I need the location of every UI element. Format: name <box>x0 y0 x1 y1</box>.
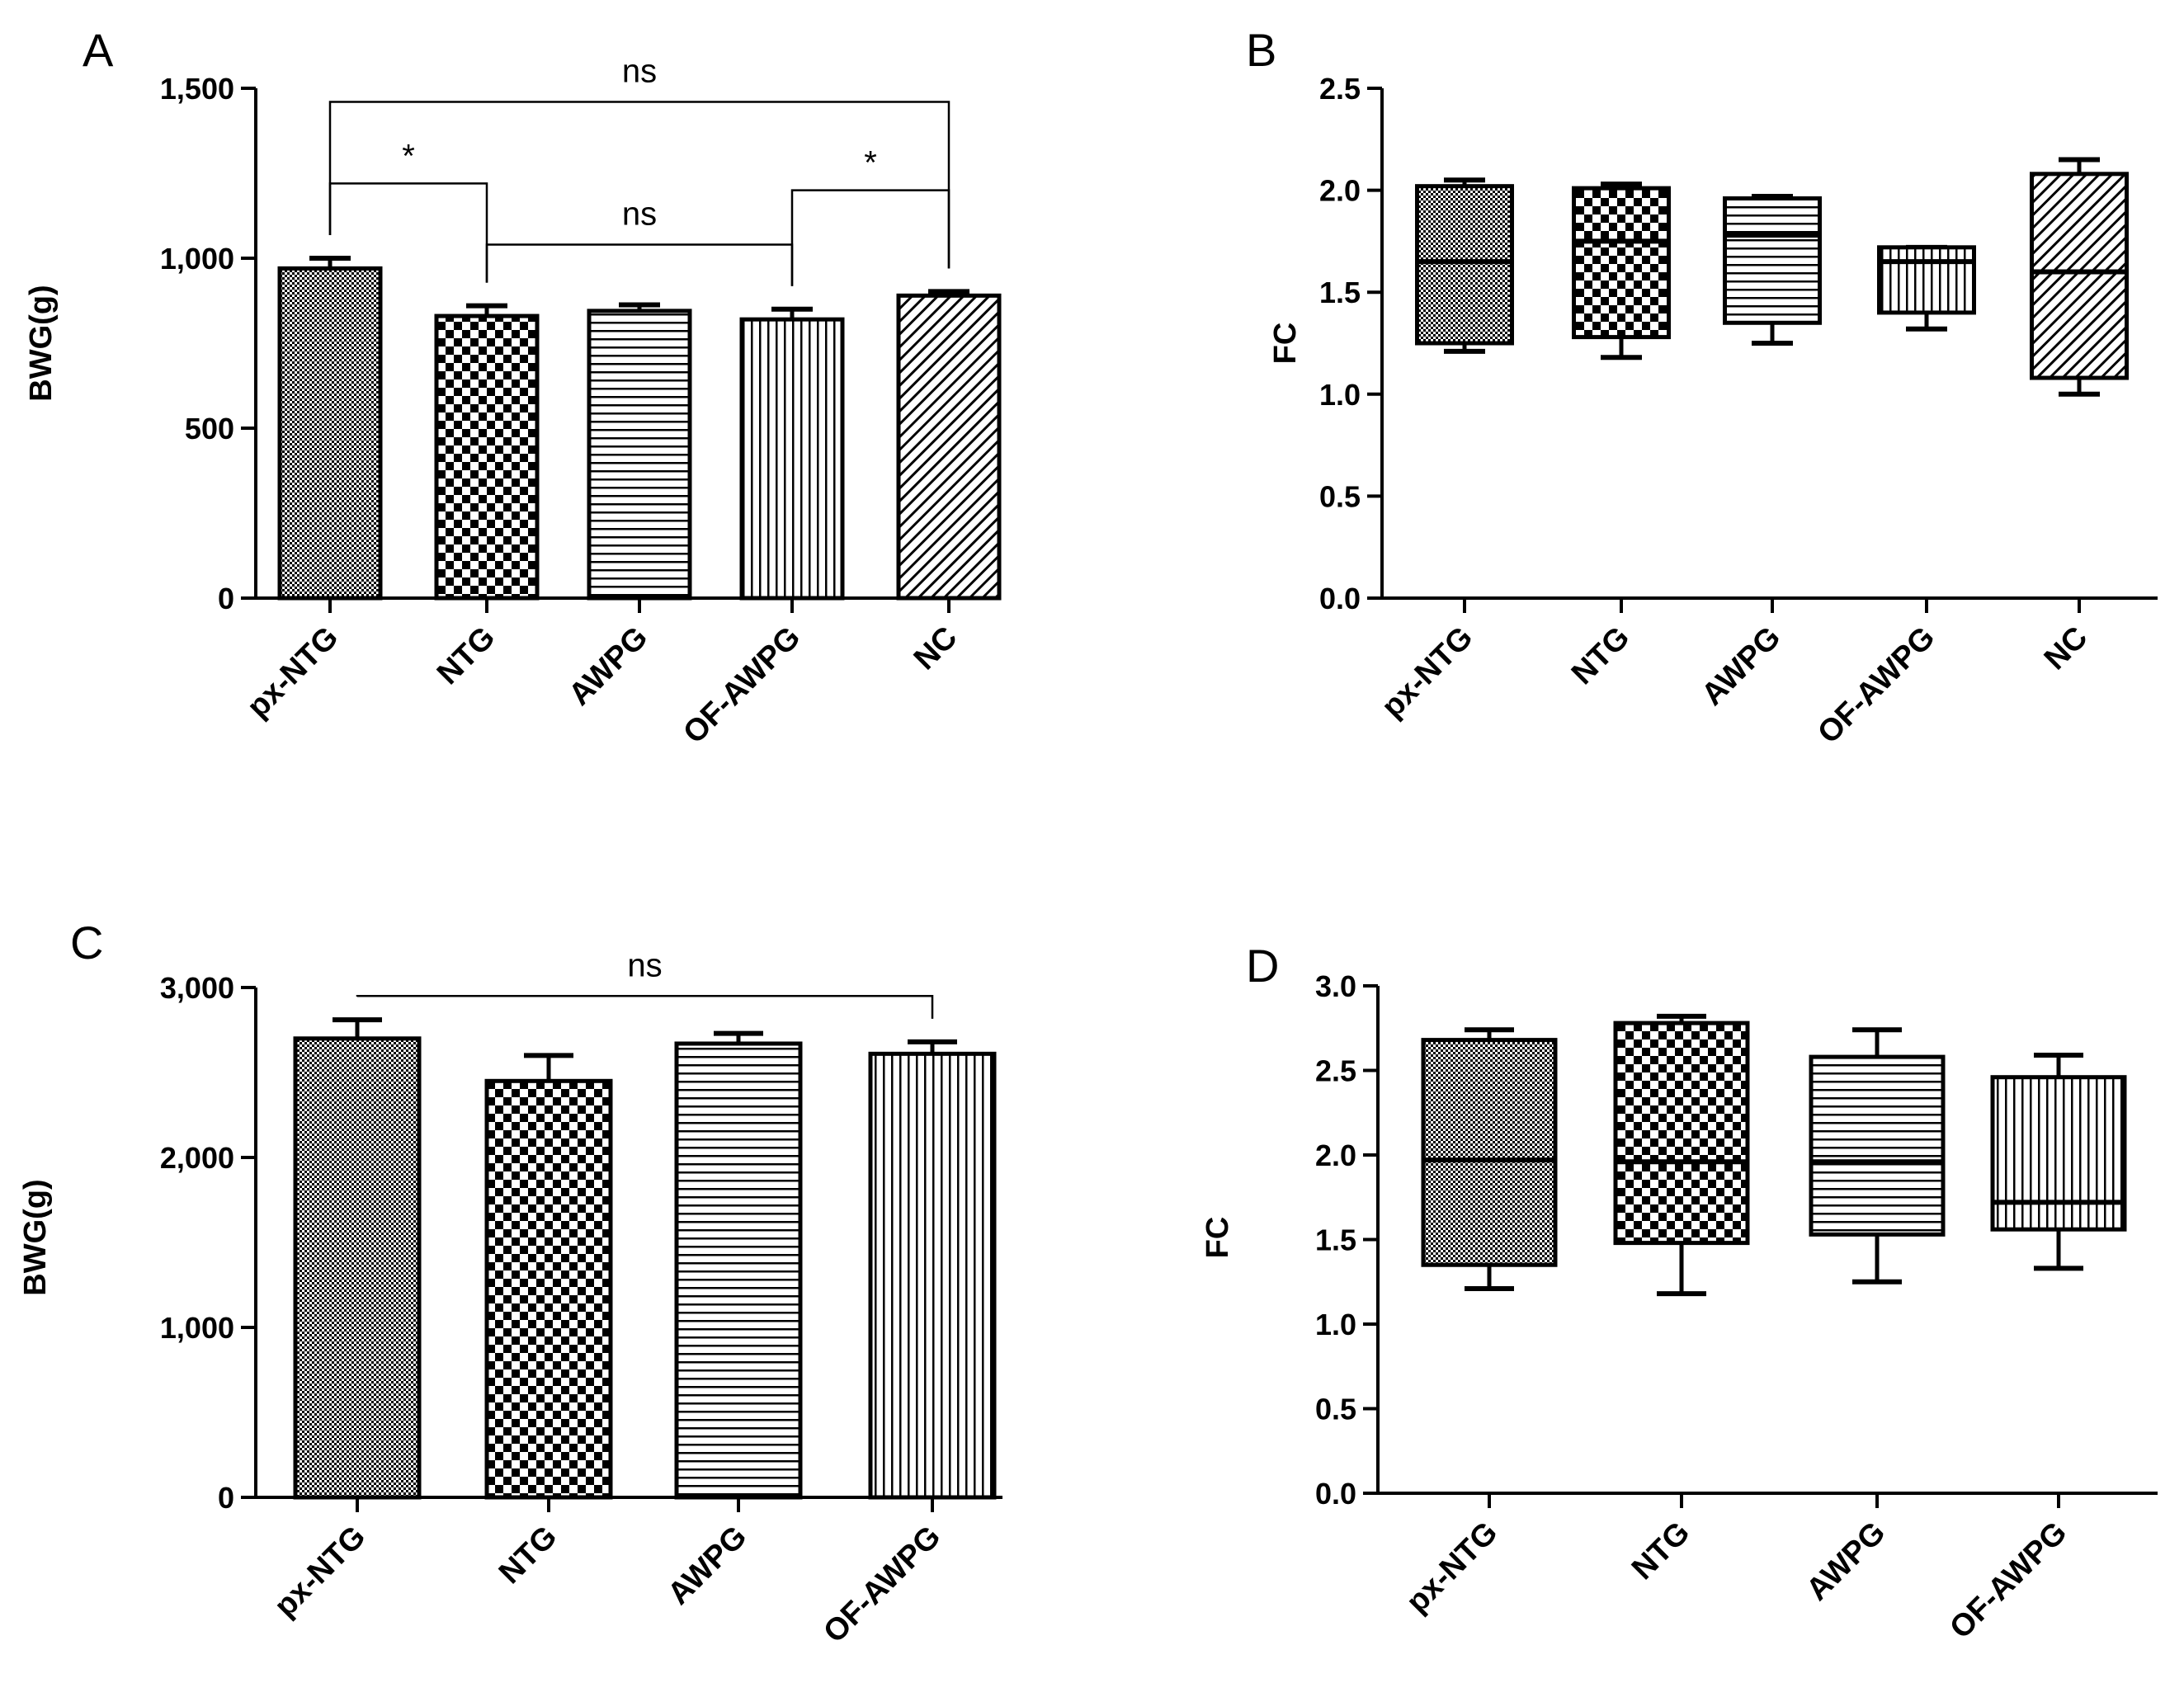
bar <box>434 313 540 601</box>
bar <box>739 317 845 601</box>
significance-label: * <box>402 138 415 174</box>
category-label: NTG <box>431 620 502 691</box>
category-label: NTG <box>1565 620 1636 691</box>
bar <box>896 293 1002 601</box>
category-label: AWPG <box>1696 620 1788 713</box>
y-tick-label: 0 <box>218 1481 234 1515</box>
y-tick-label: 1.5 <box>1315 1223 1356 1257</box>
box <box>1990 1075 2127 1232</box>
box <box>1415 184 1514 346</box>
box <box>2030 172 2129 380</box>
panel-label: A <box>83 24 114 76</box>
bar <box>674 1041 803 1500</box>
category-label: NTG <box>493 1520 564 1591</box>
category-label: OF-AWPG <box>817 1520 947 1650</box>
y-tick-label: 1.0 <box>1319 378 1361 412</box>
category-label: OF-AWPG <box>677 620 807 751</box>
panel-label: B <box>1246 24 1276 76</box>
y-tick-label: 2.5 <box>1319 72 1361 106</box>
box <box>1613 1021 1750 1246</box>
y-tick-label: 500 <box>185 412 234 445</box>
bar <box>587 309 692 601</box>
box <box>1421 1038 1558 1267</box>
category-label: AWPG <box>662 1520 754 1612</box>
panel-a: A BWG(g) 0 500 1,000 1,500 px-NTG NTG AWPG OF-AWP… <box>24 24 1002 751</box>
y-tick-label: 1.5 <box>1319 276 1361 309</box>
box <box>1809 1054 1946 1237</box>
y-axis-title: FC <box>1268 323 1303 365</box>
box <box>1877 245 1976 315</box>
category-label: px-NTG <box>268 1520 373 1624</box>
significance-label: ns <box>627 947 662 983</box>
category-label: NC <box>908 620 965 677</box>
category-label: px-NTG <box>1375 620 1480 725</box>
significance-bracket <box>328 101 950 269</box>
y-axis-title: BWG(g) <box>18 1179 53 1295</box>
category-label: AWPG <box>1800 1516 1893 1608</box>
y-axis-title: BWG(g) <box>24 285 59 401</box>
panel-d: D FC 0.0 0.5 1.0 1.5 2.0 2.5 3.0 px-NTG NTG AWPG OF-… <box>1200 940 2158 1646</box>
y-axis-title: FC <box>1200 1217 1235 1259</box>
y-tick-label: 3,000 <box>160 971 234 1005</box>
category-label: OF-AWPG <box>1943 1516 2073 1646</box>
y-tick-label: 2.5 <box>1315 1054 1356 1088</box>
box <box>1723 196 1822 325</box>
y-tick-label: 0.0 <box>1315 1477 1356 1511</box>
y-tick-label: 0 <box>218 582 234 615</box>
y-tick-label: 1,000 <box>160 242 234 276</box>
category-label: AWPG <box>563 620 655 713</box>
panel-label: D <box>1246 940 1279 992</box>
category-label: OF-AWPG <box>1811 620 1941 751</box>
y-tick-label: 1.0 <box>1315 1308 1356 1341</box>
y-tick-label: 2.0 <box>1315 1138 1356 1172</box>
panel-c: C BWG(g) 0 1,000 2,000 3,000 px-NTG NTG AWPG OF-A… <box>18 917 1002 1650</box>
y-tick-label: 2,000 <box>160 1141 234 1175</box>
significance-label: ns <box>622 53 657 89</box>
significance-bracket <box>485 243 794 286</box>
significance-bracket <box>790 189 950 286</box>
bar <box>484 1078 613 1500</box>
bar <box>293 1036 422 1500</box>
y-tick-label: 0.5 <box>1319 479 1361 513</box>
category-label: px-NTG <box>241 620 346 725</box>
category-label: NC <box>2038 620 2095 677</box>
panel-b: B FC 0.0 0.5 1.0 1.5 2.0 2.5 px-NTG NTG AWPG OF-AWP… <box>1246 24 2158 751</box>
bar <box>868 1051 997 1500</box>
y-tick-label: 1,500 <box>160 72 234 106</box>
category-label: px-NTG <box>1400 1516 1505 1620</box>
y-tick-label: 3.0 <box>1315 969 1356 1003</box>
box <box>1572 186 1671 340</box>
y-tick-label: 2.0 <box>1319 174 1361 208</box>
category-label: NTG <box>1625 1516 1696 1586</box>
y-tick-label: 1,000 <box>160 1311 234 1345</box>
y-tick-label: 0.0 <box>1319 582 1361 615</box>
bar <box>277 266 383 601</box>
y-tick-label: 0.5 <box>1315 1393 1356 1426</box>
panel-label: C <box>70 917 103 969</box>
significance-label: ns <box>622 196 657 233</box>
significance-label: * <box>864 145 877 181</box>
significance-bracket <box>356 995 934 1019</box>
